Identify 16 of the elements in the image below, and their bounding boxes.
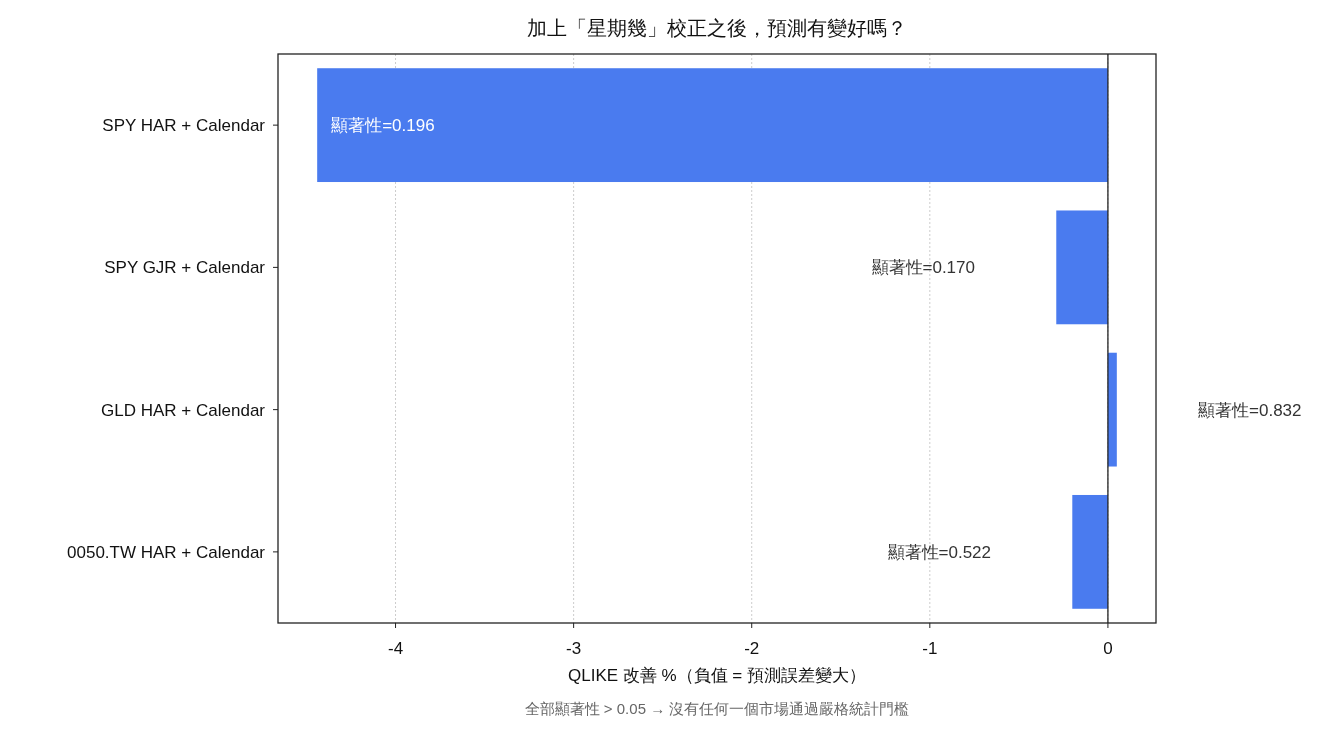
- x-tick-label: -3: [566, 639, 582, 658]
- text: 全部顯著性 > 0.05 → 沒有任何一個市場通過嚴格統計門檻: [524, 700, 910, 717]
- y-tick-label: GLD HAR + Calendar: [101, 400, 266, 420]
- y-tick-label: SPY HAR + Calendar: [102, 116, 266, 136]
- chart-title: 加上「星期幾」校正之後，預測有變好嗎？: [527, 17, 907, 39]
- x-tick-label: -2: [744, 639, 760, 658]
- text: 顯著性=0.832: [1198, 400, 1302, 420]
- annotation: 顯著性=0.522: [887, 542, 992, 562]
- annotation: 顯著性=0.170: [871, 258, 976, 278]
- x-tick-label: -1: [922, 639, 938, 658]
- y-tick-label: 0050.TW HAR + Calendar: [67, 542, 266, 562]
- x-tick-label: 0: [1103, 639, 1113, 658]
- x-axis-title: QLIKE 改善 %（負值 = 預測誤差變大）: [567, 666, 867, 685]
- annotation: 顯著性=0.196: [331, 116, 435, 136]
- x-tick-label: -4: [387, 639, 404, 658]
- y-tick-label: SPY GJR + Calendar: [104, 258, 266, 278]
